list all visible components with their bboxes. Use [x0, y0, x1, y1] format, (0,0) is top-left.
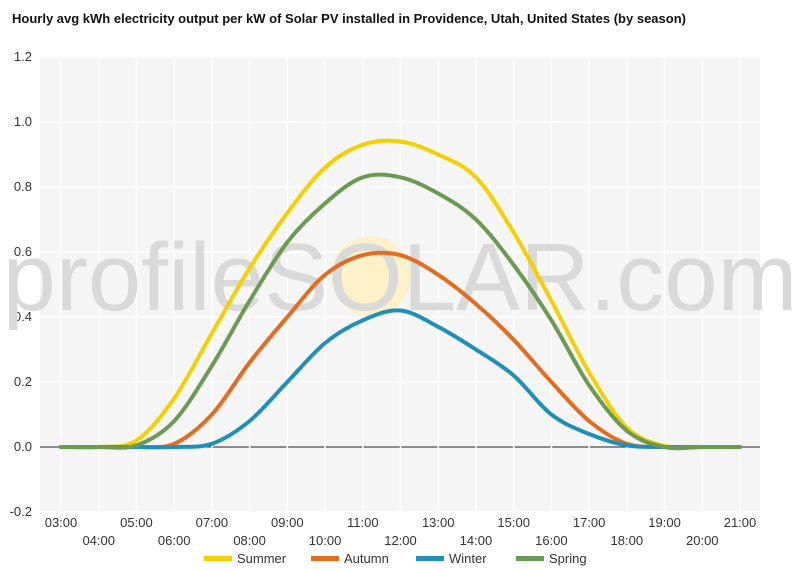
y-tick-label: 1.2 — [14, 49, 32, 64]
x-tick-label: 03:00 — [45, 515, 78, 530]
x-tick-label: 07:00 — [196, 515, 229, 530]
y-tick-label: 0.0 — [14, 439, 32, 454]
x-tick-label: 11:00 — [347, 515, 379, 530]
x-tick-label: 17:00 — [573, 515, 606, 530]
chart-title: Hourly avg kWh electricity output per kW… — [12, 11, 686, 26]
x-tick-label: 08:00 — [233, 533, 266, 548]
x-tick-label: 15:00 — [497, 515, 530, 530]
watermark-sun-icon — [331, 236, 411, 316]
x-tick-label: 09:00 — [271, 515, 304, 530]
x-tick-label: 20:00 — [686, 533, 719, 548]
legend-label-spring: Spring — [549, 551, 587, 566]
legend-label-winter: Winter — [449, 551, 487, 566]
y-tick-labels: 1.2 1.0 0.8 0.6 0.4 0.2 0.0 -0.2 — [10, 49, 32, 519]
y-tick-label: 1.0 — [14, 114, 32, 129]
x-tick-labels: 03:00 04:00 05:00 06:00 07:00 08:00 09:00 10:00… — [45, 515, 757, 548]
grid-lines — [40, 56, 760, 513]
y-tick-label: 0.2 — [14, 374, 32, 389]
x-tick-label: 12:00 — [384, 533, 417, 548]
legend-label-autumn: Autumn — [344, 551, 389, 566]
watermark: profileSOLAR.com — [3, 224, 798, 331]
series-lines — [59, 138, 742, 451]
legend-label-summer: Summer — [237, 551, 287, 566]
x-tick-label: 19:00 — [648, 515, 681, 530]
x-tick-label: 13:00 — [422, 515, 455, 530]
legend-swatch-autumn — [311, 556, 339, 561]
legend-swatch-spring — [516, 556, 544, 561]
x-tick-label: 18:00 — [611, 533, 644, 548]
x-tick-label: 04:00 — [82, 533, 115, 548]
x-tick-label: 06:00 — [158, 533, 191, 548]
series-line-summer — [59, 138, 742, 450]
y-tick-label: 0.4 — [14, 309, 32, 324]
y-tick-label: 0.6 — [14, 244, 32, 259]
x-tick-label: 16:00 — [535, 533, 568, 548]
watermark-text: profileSOLAR.com — [3, 224, 798, 331]
y-tick-label: -0.2 — [10, 504, 32, 519]
series-line-spring — [59, 172, 742, 451]
x-tick-label: 10:00 — [309, 533, 342, 548]
x-tick-label: 14:00 — [460, 533, 493, 548]
x-tick-label: 05:00 — [120, 515, 153, 530]
legend-swatch-winter — [416, 556, 444, 561]
legend-swatch-summer — [204, 556, 232, 561]
legend: Summer Autumn Winter Spring — [204, 551, 587, 566]
y-tick-label: 0.8 — [14, 179, 32, 194]
x-tick-label: 21:00 — [724, 515, 757, 530]
series-line-winter — [59, 308, 742, 450]
